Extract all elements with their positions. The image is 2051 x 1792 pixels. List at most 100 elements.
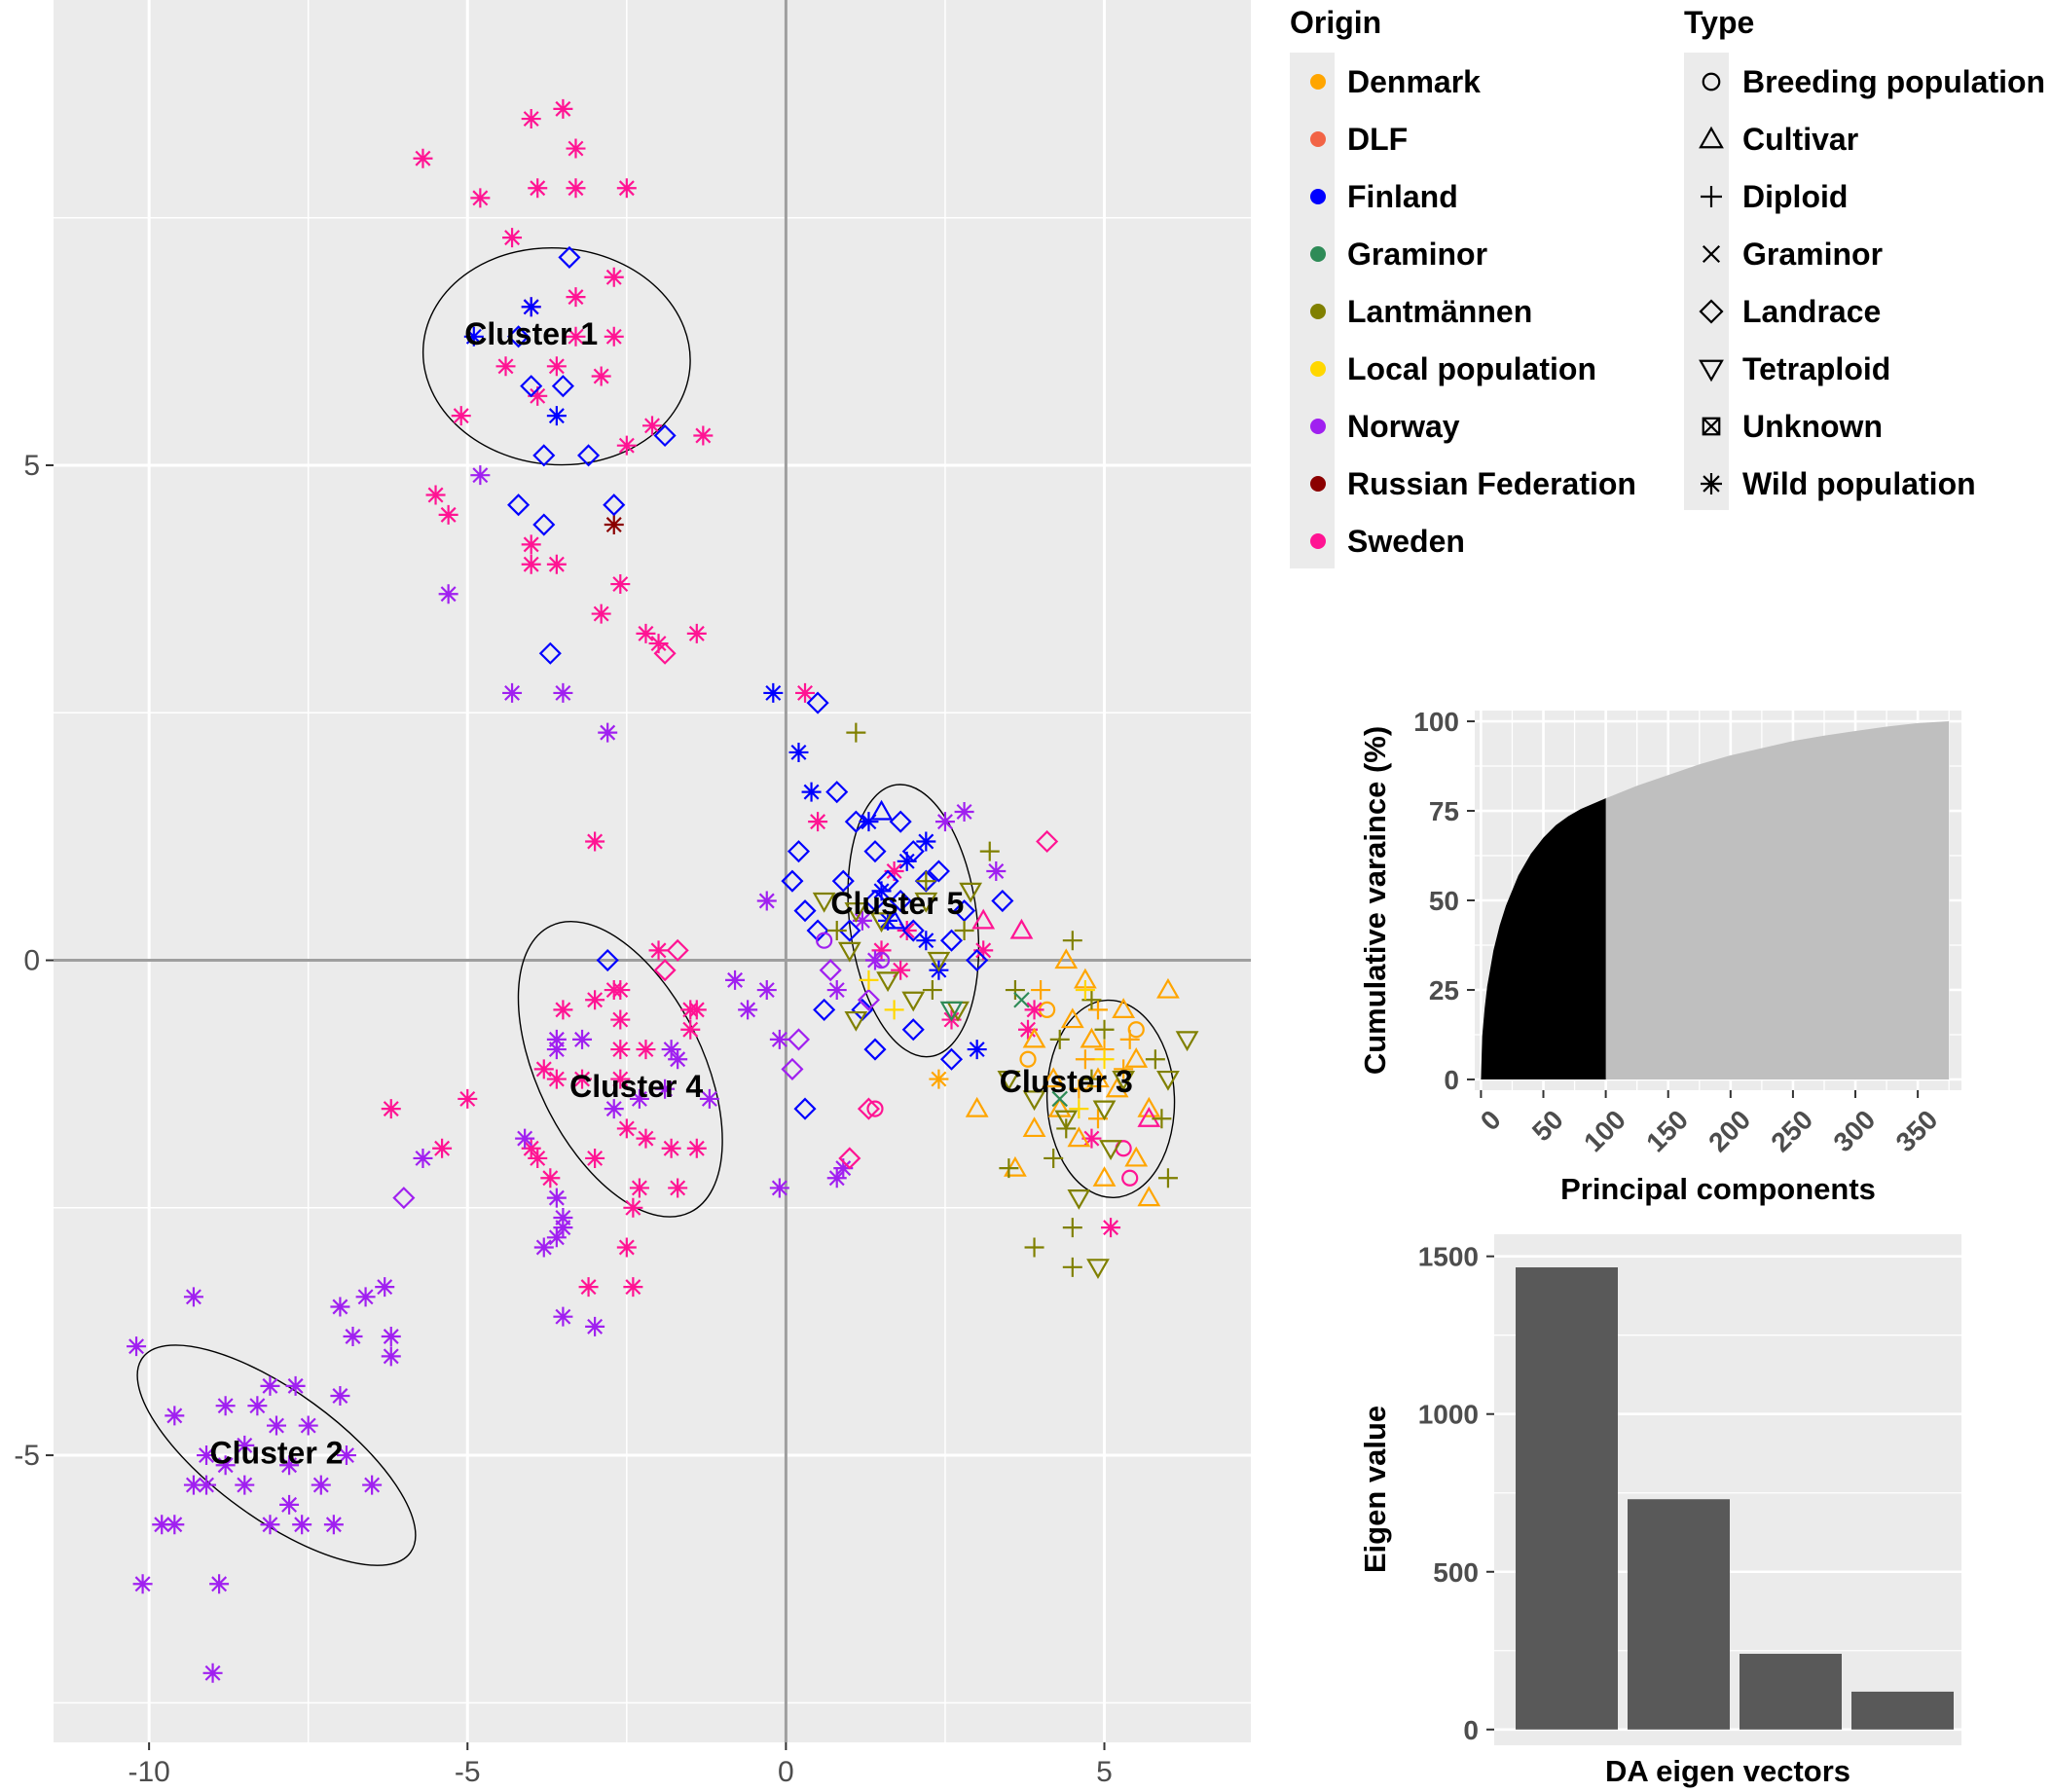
point-121 (413, 1148, 433, 1168)
point-296 (1056, 1118, 1077, 1139)
legend-origin-label-1: DLF (1347, 122, 1408, 157)
point-126 (629, 1088, 649, 1109)
point-286-shape (1086, 1259, 1110, 1280)
point-253-shape (1042, 1067, 1066, 1088)
point-26-shape (521, 554, 541, 574)
legend-type-key-0 (1702, 72, 1721, 91)
point-169-shape (1081, 1128, 1102, 1149)
legend-type-items: Breeding population Cultivar Diploid Gramin… (1699, 64, 2045, 501)
point-299-shape (1157, 1168, 1178, 1189)
point-159 (967, 1040, 987, 1060)
point-185 (863, 840, 887, 863)
point-70-shape (235, 1435, 255, 1455)
point-101-shape (636, 1040, 656, 1060)
point-9 (604, 267, 624, 287)
point-202 (813, 998, 836, 1021)
scatter-plot-background (54, 0, 1251, 1742)
legend-type-label-1: Cultivar (1742, 122, 1858, 157)
point-114-shape (623, 1197, 643, 1218)
point-30-shape (686, 623, 707, 643)
point-17 (528, 385, 548, 406)
point-25 (546, 554, 567, 574)
point-193-shape (889, 889, 912, 913)
point-299 (1157, 1168, 1178, 1189)
point-25-shape (546, 554, 567, 574)
point-132 (546, 1188, 567, 1208)
point-111-shape (686, 1138, 707, 1158)
point-244-shape (1054, 948, 1079, 969)
point-78 (311, 1475, 331, 1495)
cluster-ellipse-2 (136, 1344, 417, 1566)
point-46-shape (653, 423, 677, 448)
point-58-shape (330, 1297, 350, 1317)
point-293 (1145, 1049, 1165, 1070)
point-154 (897, 851, 917, 871)
legend-type-key-2 (1701, 186, 1722, 207)
point-46 (653, 423, 677, 448)
point-57 (355, 1287, 376, 1307)
point-14-shape (546, 356, 567, 377)
point-43 (507, 325, 531, 348)
point-113-shape (629, 1178, 649, 1198)
point-171 (954, 801, 974, 822)
point-99 (610, 1009, 631, 1030)
point-69-shape (298, 1415, 318, 1436)
point-233-shape (954, 921, 974, 941)
point-292-shape (1049, 1029, 1070, 1049)
point-139-shape (725, 969, 746, 990)
point-67 (330, 1386, 350, 1407)
point-50-shape (532, 513, 556, 536)
point-16 (591, 366, 611, 386)
point-59-shape (343, 1327, 363, 1347)
point-63 (260, 1375, 280, 1396)
point-38 (521, 297, 541, 317)
point-291-shape (1094, 1019, 1115, 1040)
point-218-shape (1009, 918, 1034, 939)
point-88 (202, 1663, 223, 1683)
dapc-scatter-panel: Cluster 1 Cluster 2 Cluster 3 Cluster 4 Clus… (14, 0, 1251, 1788)
point-167 (973, 940, 994, 961)
point-186-shape (901, 840, 925, 863)
point-118-shape (578, 1277, 599, 1298)
point-259-shape (1067, 1126, 1091, 1148)
point-108-shape (528, 1148, 548, 1168)
point-212-shape (857, 988, 881, 1011)
point-219 (844, 902, 868, 923)
point-93 (546, 1069, 567, 1089)
point-207-shape (793, 1097, 817, 1120)
point-155-shape (871, 881, 892, 901)
point-20-shape (693, 425, 714, 446)
point-277 (1137, 1107, 1161, 1127)
point-121-shape (413, 1148, 433, 1168)
point-31 (648, 634, 669, 654)
point-255-shape (965, 1096, 989, 1117)
point-101 (636, 1040, 656, 1060)
point-193 (889, 889, 912, 913)
point-6 (566, 178, 586, 199)
point-262 (1137, 1186, 1161, 1207)
point-48-shape (532, 444, 556, 467)
point-243-shape (866, 1100, 884, 1117)
point-127 (661, 1040, 681, 1060)
point-263-shape (1092, 1166, 1117, 1187)
point-81-shape (165, 1515, 185, 1535)
point-10-shape (566, 287, 586, 308)
point-8 (502, 228, 523, 248)
point-21 (616, 435, 637, 456)
point-23-shape (438, 504, 458, 525)
point-155 (871, 881, 892, 901)
point-77 (235, 1475, 255, 1495)
point-140 (738, 1000, 758, 1020)
point-128 (668, 1049, 688, 1070)
point-40-shape (546, 406, 567, 426)
eigenvalue-panel: 0 500 1000 1500 DA eigen vectors Eigen valu… (1358, 1234, 1961, 1788)
point-189-shape (781, 869, 804, 893)
point-280 (1156, 1070, 1180, 1091)
point-275 (1121, 1169, 1139, 1187)
point-71 (197, 1445, 217, 1466)
legend-origin-label-6: Norway (1347, 409, 1460, 444)
point-254-shape (1022, 1027, 1046, 1048)
point-178-shape (833, 1158, 854, 1179)
point-54 (127, 1336, 147, 1357)
point-89 (381, 1099, 401, 1119)
